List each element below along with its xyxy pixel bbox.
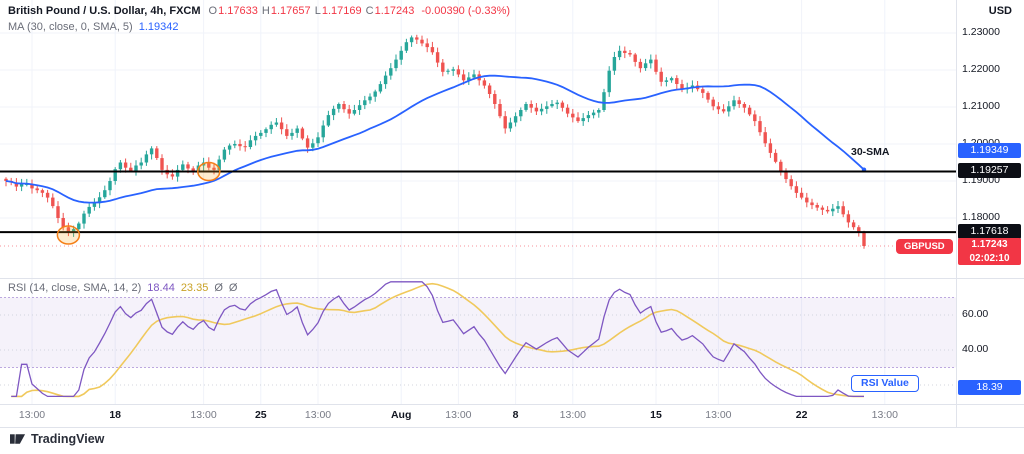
sma-annotation-label[interactable]: 30-SMA <box>851 146 890 158</box>
time-axis-label[interactable]: Aug <box>390 409 412 421</box>
price-axis-label[interactable]: 1.22000 <box>962 63 1000 75</box>
time-axis-label[interactable]: 15 <box>650 409 662 421</box>
resistance-price-badge: 1.19257 <box>958 163 1021 179</box>
ma-legend[interactable]: MA (30, close, 0, SMA, 5) 1.19342 <box>8 21 178 33</box>
ma-legend-label: MA (30, close, 0, SMA, 5) <box>8 21 133 33</box>
rsi-axis-label[interactable]: 40.00 <box>962 343 989 355</box>
bar-countdown: 02:02:10 <box>969 252 1010 264</box>
time-axis-label[interactable]: 13:00 <box>871 409 898 421</box>
tradingview-logo-icon <box>10 434 26 444</box>
symbol-title[interactable]: British Pound / U.S. Dollar, 4h, FXCM <box>8 5 201 17</box>
rsi-value-badge: 18.39 <box>958 379 1021 395</box>
rsi-legend[interactable]: RSI (14, close, SMA, 14, 2) 18.44 23.35 Ø Ø <box>8 282 243 294</box>
last-price-badge: 1.17243 02:02:10 <box>958 238 1021 265</box>
tradingview-brand-text: TradingView <box>31 432 105 446</box>
time-axis-label[interactable]: 13:00 <box>705 409 732 421</box>
time-axis-label[interactable]: 13:00 <box>190 409 217 421</box>
ma-legend-value: 1.19342 <box>138 21 179 33</box>
support-price-badge: 1.17618 <box>958 224 1021 240</box>
rsi-axis-label[interactable]: 60.00 <box>962 308 989 320</box>
low-value: 1.17169 <box>321 5 362 17</box>
rsi-value: 18.44 <box>147 282 175 294</box>
time-axis-label[interactable]: 13:00 <box>304 409 332 421</box>
time-axis-label[interactable]: 25 <box>254 409 267 421</box>
time-axis-label[interactable]: 13:00 <box>559 409 586 421</box>
open-value: 1.17633 <box>218 5 258 17</box>
time-axis-label[interactable]: 13:00 <box>18 409 46 421</box>
symbol-pill: GBPUSD <box>896 239 953 254</box>
change-value: -0.00390 (-0.33%) <box>421 5 511 17</box>
rsi-callout-label[interactable]: RSI Value <box>851 375 919 392</box>
rsi-lower-band-value: Ø <box>228 282 238 294</box>
price-axis-label[interactable]: 1.23000 <box>962 26 1000 38</box>
symbol-legend: British Pound / U.S. Dollar, 4h, FXCM O1.… <box>8 5 511 17</box>
rsi-ma-value: 23.35 <box>180 282 209 294</box>
rsi-upper-band-value: Ø <box>214 282 223 294</box>
sma-price-badge: 1.19349 <box>958 143 1021 158</box>
time-axis-label[interactable]: 8 <box>512 409 519 421</box>
ohlc-values: O1.17633 H1.17657 L1.17169 C1.17243 -0.00… <box>208 5 511 17</box>
close-value: 1.17243 <box>374 5 415 17</box>
currency-label[interactable]: USD <box>988 5 1012 17</box>
price-axis-label[interactable]: 1.21000 <box>962 100 1000 112</box>
time-axis-label[interactable]: 18 <box>109 409 122 421</box>
high-value: 1.17657 <box>270 5 311 17</box>
last-price-value: 1.17243 <box>971 239 1008 250</box>
tradingview-attribution[interactable]: TradingView <box>10 432 104 446</box>
time-axis-label[interactable]: 13:00 <box>445 409 472 421</box>
rsi-legend-label: RSI (14, close, SMA, 14, 2) <box>8 282 142 294</box>
time-axis-label[interactable]: 22 <box>795 409 808 421</box>
price-axis-label[interactable]: 1.18000 <box>962 211 1000 223</box>
